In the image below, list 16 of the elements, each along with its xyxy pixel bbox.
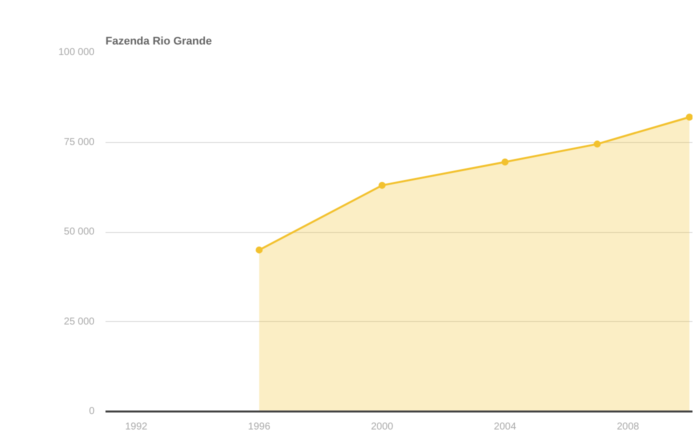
y-tick-label: 25 000: [64, 316, 95, 328]
point: [594, 140, 601, 148]
x-tick-label: 1992: [125, 422, 148, 432]
point: [378, 182, 386, 189]
point: [686, 114, 692, 121]
y-tick-label: 100 000: [58, 47, 95, 58]
point: [502, 158, 509, 166]
x-tick-label: 2000: [370, 422, 394, 432]
chart-title: Fazenda Rio Grande: [106, 36, 212, 48]
y-tick-label: 0: [88, 406, 95, 417]
point: [256, 246, 263, 254]
y-tick-label: 50 000: [64, 226, 95, 238]
x-tick-label: 2008: [616, 422, 640, 432]
x-tick-label: 2004: [494, 422, 517, 432]
x-tick-label: 1996: [248, 422, 271, 432]
y-tick-label: 75 000: [64, 136, 95, 148]
